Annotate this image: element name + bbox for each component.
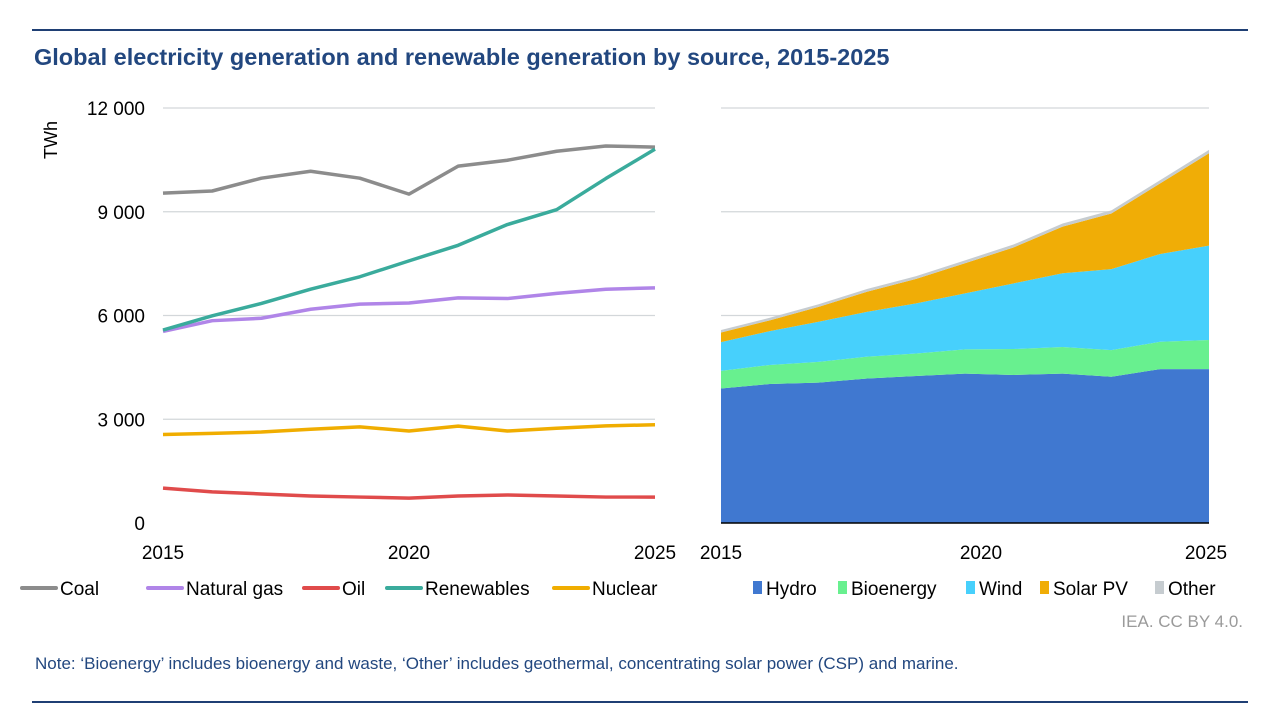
- y-axis-label: TWh: [41, 121, 61, 159]
- x-tick-label: 2015: [700, 543, 742, 564]
- series-line-renewables: [162, 147, 656, 332]
- legend-label: Solar PV: [1053, 579, 1128, 600]
- legend-label: Coal: [60, 579, 99, 600]
- x-tick-label: 2020: [960, 543, 1002, 564]
- legend-label: Bioenergy: [851, 579, 937, 600]
- series-line-coal: [162, 144, 656, 196]
- legend-item-wind: Wind: [966, 579, 1022, 600]
- x-tick-label: 2025: [634, 543, 676, 564]
- legend-swatch: [753, 581, 762, 594]
- legend-label: Other: [1168, 579, 1216, 600]
- chart-title: Global electricity generation and renewa…: [34, 44, 890, 70]
- x-tick-label: 2025: [1185, 543, 1227, 564]
- y-tick-label: 9 000: [97, 203, 145, 224]
- y-tick-label: 6 000: [97, 307, 145, 328]
- legend-item-oil: Oil: [302, 579, 365, 600]
- legend-item-coal: Coal: [20, 579, 99, 600]
- series-line-nuclear: [162, 423, 656, 437]
- legend-label: Hydro: [766, 579, 817, 600]
- credit-text: IEA. CC BY 4.0.: [1121, 612, 1243, 631]
- legend-item-natural-gas: Natural gas: [146, 579, 283, 600]
- legend-swatch: [966, 581, 975, 594]
- legend-swatch: [1155, 581, 1164, 594]
- legend-item-hydro: Hydro: [753, 579, 817, 600]
- legend-label: Wind: [979, 579, 1022, 600]
- y-tick-label: 3 000: [97, 410, 145, 431]
- x-tick-label: 2020: [388, 543, 430, 564]
- series-line-oil: [162, 486, 655, 500]
- area-bioenergy: [721, 340, 1209, 389]
- legend-item-bioenergy: Bioenergy: [838, 579, 937, 600]
- bottom-rule: [32, 701, 1248, 703]
- legend-item-renewables: Renewables: [385, 579, 530, 600]
- legend-swatch: [838, 581, 847, 594]
- x-tick-label: 2015: [142, 543, 184, 564]
- legend-label: Oil: [342, 579, 365, 600]
- top-rule: [32, 29, 1248, 31]
- legend-item-other: Other: [1155, 579, 1216, 600]
- area-hydro: [721, 369, 1209, 523]
- legend-swatch: [1040, 581, 1049, 594]
- legend-item-solar-pv: Solar PV: [1040, 579, 1128, 600]
- y-tick-label: 12 000: [87, 99, 145, 120]
- legend-label: Nuclear: [592, 579, 658, 600]
- legend-label: Natural gas: [186, 579, 283, 600]
- y-tick-label: 0: [134, 514, 145, 535]
- legend-item-nuclear: Nuclear: [552, 579, 658, 600]
- legend-label: Renewables: [425, 579, 530, 600]
- area-solar-pv: [721, 153, 1209, 343]
- series-line-natural-gas: [162, 286, 656, 334]
- note-text: Note: ‘Bioenergy’ includes bioenergy and…: [35, 654, 959, 673]
- area-wind: [721, 245, 1209, 371]
